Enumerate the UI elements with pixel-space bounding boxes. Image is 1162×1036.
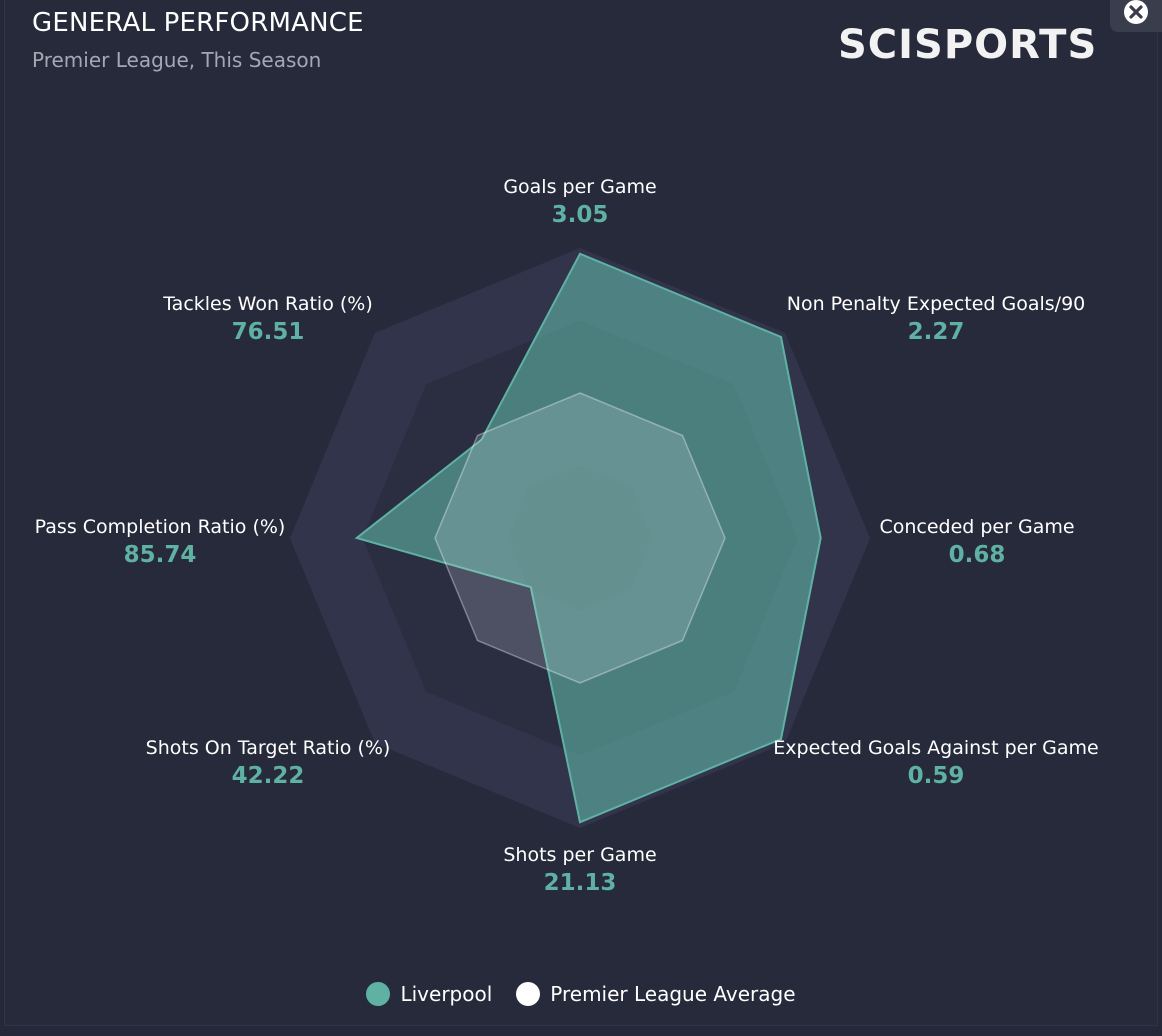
- legend-item-league-average[interactable]: Premier League Average: [516, 982, 796, 1006]
- series-area-premier-league-average: [434, 392, 726, 684]
- legend-swatch-league-average: [516, 982, 541, 1006]
- axis-label-pass-completion-ratio: Pass Completion Ratio (%): [35, 516, 286, 538]
- axis-label-shots-per-game: Shots per Game: [503, 844, 656, 866]
- axis-value-expected-goals-against-per-game: 0.59: [908, 763, 965, 789]
- page-title: GENERAL PERFORMANCE: [32, 8, 364, 38]
- radar-axis-labels: Goals per Game 3.05 Non Penalty Expected G…: [35, 176, 1099, 896]
- axis-label-expected-goals-against-per-game: Expected Goals Against per Game: [773, 737, 1098, 759]
- legend-item-liverpool[interactable]: Liverpool: [366, 982, 492, 1006]
- close-button[interactable]: [1110, 0, 1162, 32]
- axis-label-goals-per-game: Goals per Game: [503, 176, 656, 198]
- legend-label-league-average: Premier League Average: [550, 982, 796, 1006]
- axis-value-non-penalty-expected-goals-90: 2.27: [908, 319, 965, 345]
- axis-label-non-penalty-expected-goals-90: Non Penalty Expected Goals/90: [787, 293, 1086, 315]
- axis-label-tackles-won-ratio: Tackles Won Ratio (%): [162, 293, 373, 315]
- axis-value-shots-per-game: 21.13: [544, 870, 617, 896]
- legend-label-liverpool: Liverpool: [400, 982, 493, 1006]
- brand-logo: SCISPORTS: [838, 22, 1098, 68]
- axis-value-goals-per-game: 3.05: [552, 202, 609, 228]
- close-icon: [1124, 0, 1148, 24]
- axis-value-conceded-per-game: 0.68: [949, 542, 1006, 568]
- axis-value-tackles-won-ratio: 76.51: [232, 319, 305, 345]
- page-subtitle: Premier League, This Season: [32, 48, 322, 72]
- series-area-liverpool: [354, 252, 822, 824]
- axis-value-pass-completion-ratio: 85.74: [124, 542, 197, 568]
- legend-swatch-liverpool: [366, 982, 391, 1006]
- axis-value-shots-on-target-ratio: 42.22: [232, 763, 305, 789]
- legend: Liverpool Premier League Average: [0, 982, 1162, 1006]
- radar-series: [354, 252, 822, 824]
- axis-label-conceded-per-game: Conceded per Game: [879, 516, 1074, 538]
- axis-label-shots-on-target-ratio: Shots On Target Ratio (%): [146, 737, 391, 759]
